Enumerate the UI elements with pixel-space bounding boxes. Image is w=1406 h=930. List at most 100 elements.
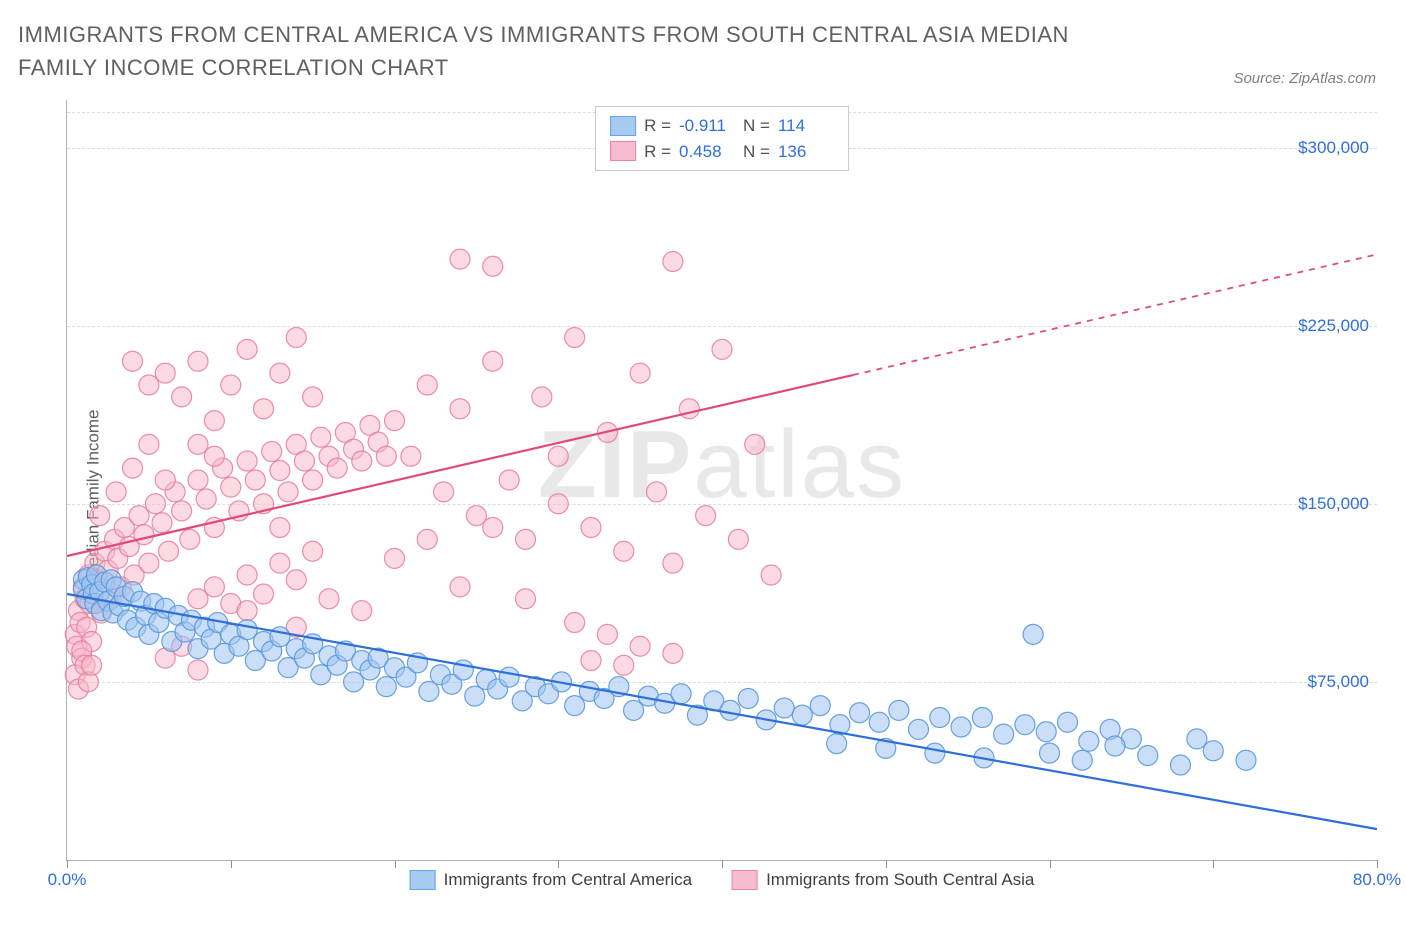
scatter-point [188,660,208,680]
scatter-point [123,458,143,478]
x-tick [1377,860,1378,868]
scatter-point [385,548,405,568]
scatter-point [155,470,175,490]
scatter-point [237,451,257,471]
scatter-point [450,399,470,419]
scatter-point [123,351,143,371]
scatter-point [294,451,314,471]
scatter-point [1058,712,1078,732]
scatter-point [417,529,437,549]
stat-n-label: N = [743,139,770,165]
scatter-point [172,501,192,521]
scatter-point [1036,722,1056,742]
scatter-point [738,689,758,709]
scatter-point [663,643,683,663]
scatter-point [630,636,650,656]
scatter-point [581,651,601,671]
scatter-point [516,589,536,609]
scatter-point [196,489,216,509]
legend-label: Immigrants from South Central Asia [766,870,1034,890]
scatter-point [254,399,274,419]
scatter-point [419,681,439,701]
legend-swatch [732,870,758,890]
scatter-point [565,696,585,716]
scatter-point [483,351,503,371]
scatter-point [951,717,971,737]
scatter-point [624,700,644,720]
x-tick [886,860,887,868]
x-tick [67,860,68,868]
stat-r-label: R = [644,139,671,165]
stats-legend: R =-0.911N =114R =0.458N =136 [595,106,849,171]
source-attribution: Source: ZipAtlas.com [1233,70,1376,87]
scatter-point [188,434,208,454]
scatter-point [1040,743,1060,763]
scatter-point [499,470,519,490]
scatter-plot-svg [67,100,1377,860]
stat-r-value: -0.911 [679,113,735,139]
stats-legend-row: R =-0.911N =114 [610,113,834,139]
scatter-point [82,655,102,675]
scatter-point [663,252,683,272]
scatter-point [1105,736,1125,756]
scatter-point [1236,750,1256,770]
scatter-point [1023,624,1043,644]
legend-swatch [610,116,636,136]
scatter-point [483,256,503,276]
scatter-point [303,470,323,490]
stat-n-value: 136 [778,139,834,165]
scatter-point [565,613,585,633]
scatter-point [152,513,172,533]
scatter-point [499,667,519,687]
scatter-point [286,328,306,348]
stat-n-value: 114 [778,113,834,139]
scatter-point [145,494,165,514]
scatter-point [925,743,945,763]
scatter-point [1072,750,1092,770]
scatter-point [630,363,650,383]
scatter-point [930,708,950,728]
scatter-point [401,446,421,466]
scatter-point [450,577,470,597]
trend-line [67,594,1377,829]
scatter-point [761,565,781,585]
scatter-point [1171,755,1191,775]
scatter-point [774,698,794,718]
scatter-point [311,427,331,447]
scatter-point [972,708,992,728]
scatter-point [270,553,290,573]
scatter-point [548,494,568,514]
scatter-point [889,700,909,720]
scatter-point [90,506,110,526]
scatter-point [720,700,740,720]
x-tick [1050,860,1051,868]
scatter-point [139,553,159,573]
legend-swatch [610,141,636,161]
scatter-point [286,570,306,590]
legend-item: Immigrants from South Central Asia [732,870,1034,890]
chart-container: Median Family Income ZIPatlas $75,000$15… [18,100,1388,890]
scatter-point [352,451,372,471]
x-tick-label: 80.0% [1353,870,1401,890]
stats-legend-row: R =0.458N =136 [610,139,834,165]
scatter-point [728,529,748,549]
stat-n-label: N = [743,113,770,139]
scatter-point [376,677,396,697]
scatter-point [134,525,154,545]
scatter-point [696,506,716,526]
scatter-point [139,375,159,395]
scatter-point [159,541,179,561]
scatter-point [679,399,699,419]
scatter-point [1187,729,1207,749]
scatter-point [270,518,290,538]
scatter-point [188,470,208,490]
trend-line-extrapolated [853,254,1377,375]
scatter-point [712,339,732,359]
scatter-point [376,446,396,466]
scatter-point [909,719,929,739]
scatter-point [237,601,257,621]
scatter-point [270,461,290,481]
scatter-point [597,624,617,644]
scatter-point [671,684,691,704]
scatter-point [434,482,454,502]
